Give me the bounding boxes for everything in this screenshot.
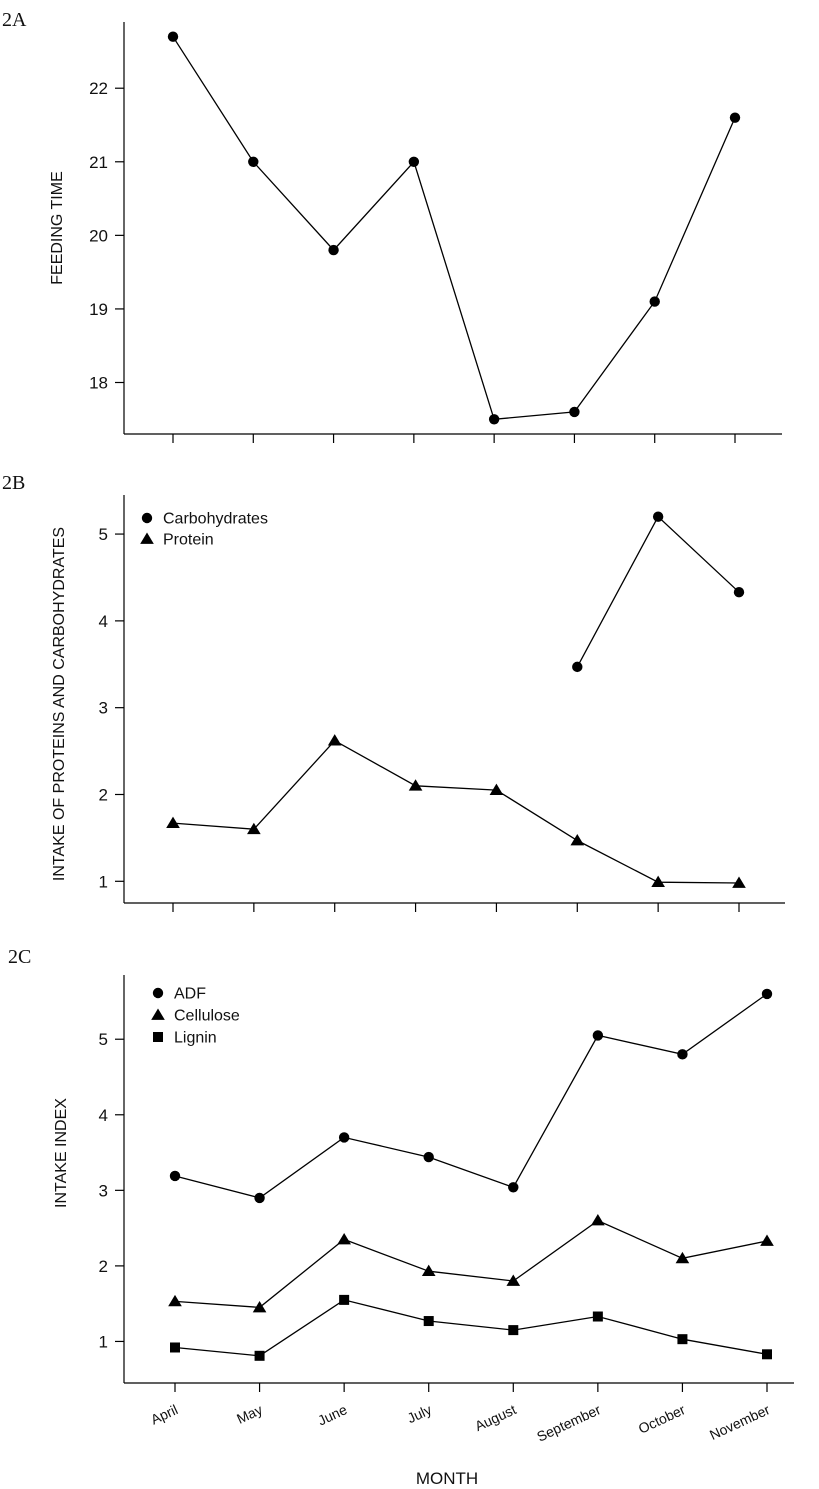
data-point-lignin	[254, 1350, 265, 1361]
x-tick-label-august: August	[472, 1401, 518, 1434]
x-tick-label-april: April	[148, 1401, 180, 1427]
y-tick-label: 2	[99, 785, 108, 804]
data-point-protein	[408, 779, 423, 791]
y-tick-label: 1	[99, 1332, 108, 1351]
data-point-protein	[570, 833, 585, 846]
data-point-protein	[651, 875, 665, 888]
y-tick-label: 4	[99, 612, 108, 631]
series-line-feeding-time	[172, 36, 736, 420]
panel-tag-2c: 2C	[8, 946, 31, 968]
y-axis-title: FEEDING TIME	[49, 171, 66, 285]
data-point-cellulose	[675, 1251, 690, 1264]
y-tick-label: 4	[99, 1106, 108, 1125]
x-tick-label-november: November	[707, 1401, 773, 1443]
data-point-lignin	[508, 1325, 519, 1336]
y-axis-title: INTAKE INDEX	[53, 1098, 70, 1208]
data-point-adf	[508, 1182, 519, 1193]
series-line-protein	[172, 739, 740, 884]
x-tick-label-july: July	[405, 1401, 434, 1426]
data-point-carbohydrates	[652, 511, 664, 522]
panel-2a: 2A 18 19 20 21 22 FEEDING TIME	[2, 9, 782, 443]
data-point-feeding-time	[167, 31, 179, 42]
data-point-lignin	[170, 1342, 180, 1353]
data-point-feeding-time	[408, 156, 420, 167]
data-point-adf	[423, 1151, 434, 1163]
data-point-cellulose	[168, 1294, 182, 1307]
y-tick-label: 22	[89, 79, 108, 98]
data-point-cellulose	[591, 1214, 605, 1226]
data-point-protein	[247, 822, 261, 835]
data-point-lignin	[423, 1316, 434, 1327]
data-point-protein	[732, 876, 746, 888]
data-point-carbohydrates	[733, 587, 745, 598]
x-axis-title: MONTH	[416, 1469, 478, 1488]
y-tick-label: 19	[89, 300, 108, 319]
data-point-lignin	[677, 1334, 688, 1345]
y-tick-label: 18	[89, 374, 108, 393]
data-point-adf	[677, 1049, 688, 1060]
legend-label-protein: Protein	[163, 532, 214, 549]
series-line-cellulose	[174, 1219, 768, 1309]
data-point-feeding-time	[729, 112, 741, 123]
data-point-feeding-time	[649, 296, 660, 307]
data-point-adf	[169, 1170, 181, 1182]
legend-label-carbohydrates: Carbohydrates	[163, 511, 268, 528]
legend-label-lignin: Lignin	[174, 1030, 217, 1047]
x-tick-label-june: June	[315, 1401, 349, 1428]
data-point-carbohydrates	[572, 661, 583, 673]
legend-marker-adf	[152, 987, 164, 999]
data-point-feeding-time	[569, 406, 580, 418]
x-tick-label-may: May	[234, 1401, 265, 1427]
data-point-adf	[254, 1192, 265, 1204]
y-axis-title: INTAKE OF PROTEINS AND CARBOHYDRATES	[51, 527, 68, 881]
series-line-lignin	[174, 1299, 768, 1357]
legend-label-adf: ADF	[174, 986, 206, 1003]
data-point-cellulose	[337, 1232, 351, 1245]
y-tick-label: 2	[99, 1257, 108, 1276]
data-point-lignin	[762, 1349, 772, 1360]
y-tick-label: 5	[99, 1030, 108, 1049]
y-tick-label: 3	[99, 1181, 108, 1200]
legend-label-cellulose: Cellulose	[174, 1008, 240, 1025]
y-tick-label: 3	[99, 699, 108, 718]
x-tick-label-september: September	[534, 1401, 603, 1445]
legend-marker-carbohydrates	[141, 512, 153, 524]
data-point-protein	[166, 816, 180, 829]
series-line-adf	[174, 993, 768, 1199]
data-point-protein	[327, 734, 342, 746]
data-point-cellulose	[760, 1234, 774, 1246]
y-tick-label: 20	[89, 226, 108, 245]
data-point-protein	[489, 783, 504, 796]
data-point-adf	[761, 988, 773, 1000]
data-point-adf	[592, 1030, 604, 1041]
data-point-feeding-time	[328, 244, 339, 256]
y-tick-label: 5	[99, 525, 108, 544]
x-tick-label-october: October	[636, 1401, 688, 1437]
data-point-feeding-time	[488, 414, 500, 425]
series-line-carbohydrates	[576, 515, 740, 668]
panel-2c: 2C MONTH 1 2 3 4 5 April May June July August Sept…	[8, 946, 794, 1488]
data-point-cellulose	[506, 1274, 521, 1286]
data-point-lignin	[592, 1311, 603, 1322]
panel-tag-2b: 2B	[2, 472, 25, 494]
data-point-cellulose	[421, 1264, 436, 1277]
y-tick-label: 21	[89, 153, 108, 172]
panel-tag-2a: 2A	[2, 9, 27, 31]
data-point-lignin	[339, 1294, 350, 1305]
legend-marker-cellulose	[151, 1008, 165, 1020]
data-point-cellulose	[252, 1300, 267, 1313]
y-tick-label: 1	[99, 872, 108, 891]
legend-marker-protein	[140, 532, 154, 544]
panel-2b: 2B 1 2 3 4 5 INTAKE OF PROTEINS AND CARBOHYDR…	[2, 472, 785, 912]
legend-marker-lignin	[153, 1032, 163, 1042]
data-point-adf	[338, 1132, 350, 1143]
data-point-feeding-time	[248, 156, 259, 167]
